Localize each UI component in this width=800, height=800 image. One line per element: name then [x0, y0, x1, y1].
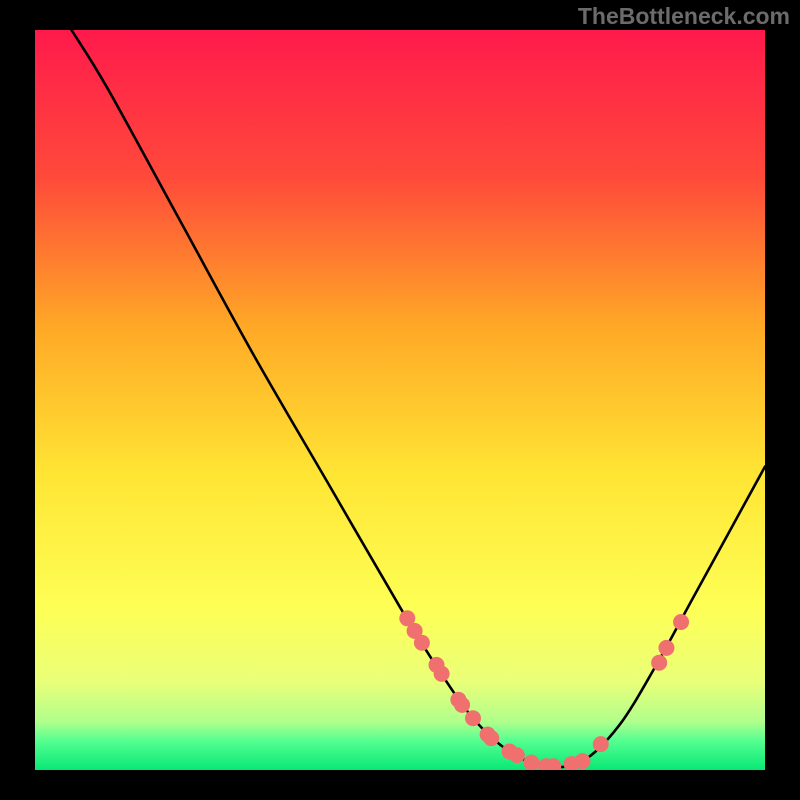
data-marker — [575, 753, 591, 769]
data-marker — [509, 747, 525, 763]
data-marker — [465, 710, 481, 726]
data-marker — [658, 640, 674, 656]
data-marker — [414, 635, 430, 651]
data-marker — [673, 614, 689, 630]
data-marker — [523, 755, 539, 770]
data-marker — [483, 730, 499, 746]
chart-outer: TheBottleneck.com — [0, 0, 800, 800]
data-marker — [651, 655, 667, 671]
watermark-label: TheBottleneck.com — [578, 3, 790, 30]
chart-svg — [35, 30, 765, 770]
plot-area — [35, 30, 765, 770]
data-marker — [593, 736, 609, 752]
data-marker — [454, 697, 470, 713]
data-marker — [434, 666, 450, 682]
